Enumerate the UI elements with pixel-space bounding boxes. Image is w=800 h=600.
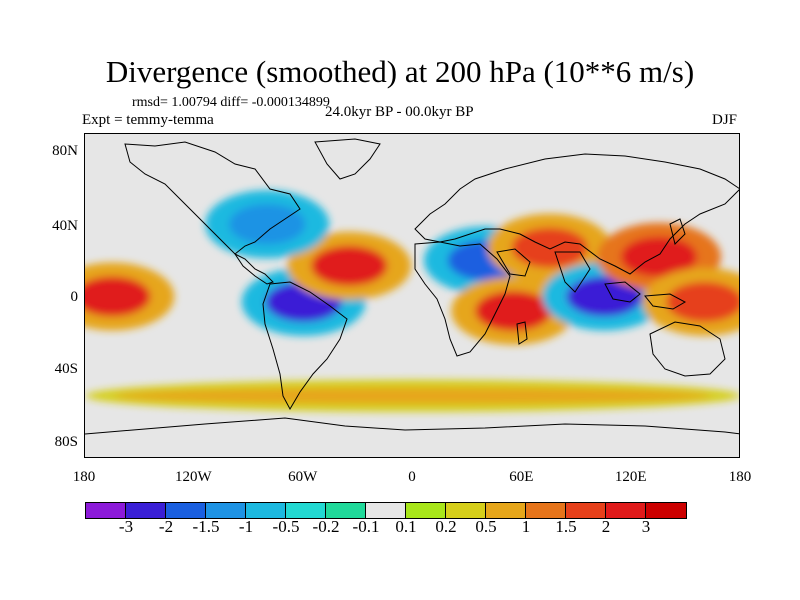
- contour-field: [85, 190, 739, 412]
- colorbar-swatch: [326, 503, 366, 518]
- colorbar-label: -2: [158, 517, 174, 536]
- colorbar-swatch: [246, 503, 286, 518]
- colorbar-label: -3: [118, 517, 134, 536]
- colorbar-label: -0.1: [352, 517, 380, 536]
- y-tick-label: 80N: [52, 143, 78, 159]
- coastlines: [85, 138, 739, 435]
- colorbar-label: 1.5: [555, 517, 577, 536]
- x-tick-label: 60E: [509, 469, 534, 485]
- colorbar-swatch: [166, 503, 206, 518]
- colorbar: [85, 502, 687, 519]
- colorbar-swatch: [286, 503, 326, 518]
- colorbar-label: 1: [521, 517, 531, 536]
- x-tick-label: 120W: [174, 469, 212, 485]
- x-tick-label: 0: [408, 469, 416, 485]
- colorbar-label: 3: [641, 517, 651, 536]
- colorbar-swatch: [566, 503, 606, 518]
- colorbar-swatch: [86, 503, 126, 518]
- colorbar-label: 2: [601, 517, 611, 536]
- contour-core: [229, 204, 306, 245]
- colorbar-swatch: [486, 503, 526, 518]
- colorbar-swatch: [126, 503, 166, 518]
- y-tick-label: 40S: [54, 361, 78, 377]
- contour-core: [566, 276, 643, 317]
- colorbar-swatch: [606, 503, 646, 518]
- x-tick-label: 180: [72, 469, 96, 485]
- colorbar-swatch: [646, 503, 686, 518]
- colorbar-label: 0.2: [435, 517, 457, 536]
- divergence-map: [84, 133, 740, 458]
- colorbar-label: 0.1: [395, 517, 417, 536]
- x-tick-label: 60W: [288, 469, 318, 485]
- y-tick-label: 0: [70, 289, 79, 305]
- figure-title: Divergence (smoothed) at 200 hPa (10**6 …: [105, 54, 695, 89]
- period-label: 24.0kyr BP - 00.0kyr BP: [325, 104, 474, 120]
- contour-core: [114, 387, 712, 404]
- contour-core: [666, 281, 739, 322]
- colorbar-label: -1.5: [192, 517, 220, 536]
- contour-core: [475, 290, 552, 331]
- colorbar-swatch: [366, 503, 406, 518]
- contour-core: [511, 227, 588, 268]
- colorbar-label: -1: [238, 517, 254, 536]
- contour-core: [621, 236, 697, 277]
- colorbar-swatch: [206, 503, 246, 518]
- y-tick-label: 80S: [54, 434, 78, 450]
- colorbar-swatch: [526, 503, 566, 518]
- contour-core: [85, 276, 151, 317]
- season-label: DJF: [712, 112, 738, 128]
- contour-core: [311, 245, 388, 286]
- stats-line: rmsd= 1.00794 diff= -0.000134899: [132, 95, 330, 110]
- colorbar-swatch: [406, 503, 446, 518]
- x-tick-label: 180: [728, 469, 752, 485]
- experiment-label: Expt = temmy-temma: [82, 112, 214, 128]
- map-svg: [85, 134, 739, 457]
- x-tick-label: 120E: [614, 469, 647, 485]
- colorbar-label: -0.5: [272, 517, 300, 536]
- colorbar-label: 0.5: [475, 517, 497, 536]
- colorbar-label: -0.2: [312, 517, 340, 536]
- colorbar-swatch: [446, 503, 486, 518]
- y-tick-label: 40N: [52, 218, 78, 234]
